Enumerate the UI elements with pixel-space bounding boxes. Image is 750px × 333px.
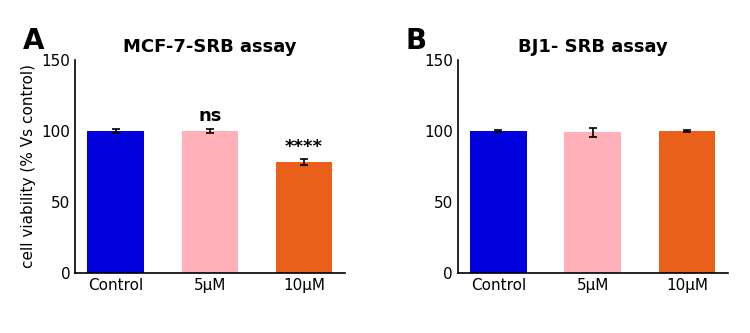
Bar [658, 131, 716, 273]
Text: ****: **** [285, 138, 323, 156]
Bar [87, 131, 144, 273]
Bar [276, 162, 332, 273]
Title: BJ1- SRB assay: BJ1- SRB assay [518, 38, 668, 56]
Text: B: B [405, 27, 427, 55]
Bar [565, 133, 621, 273]
Title: MCF-7-SRB assay: MCF-7-SRB assay [123, 38, 296, 56]
Text: A: A [22, 27, 44, 55]
Y-axis label: cell viability (% Vs control): cell viability (% Vs control) [21, 65, 36, 268]
Bar [470, 131, 526, 273]
Text: ns: ns [198, 107, 221, 125]
Bar [182, 131, 238, 273]
